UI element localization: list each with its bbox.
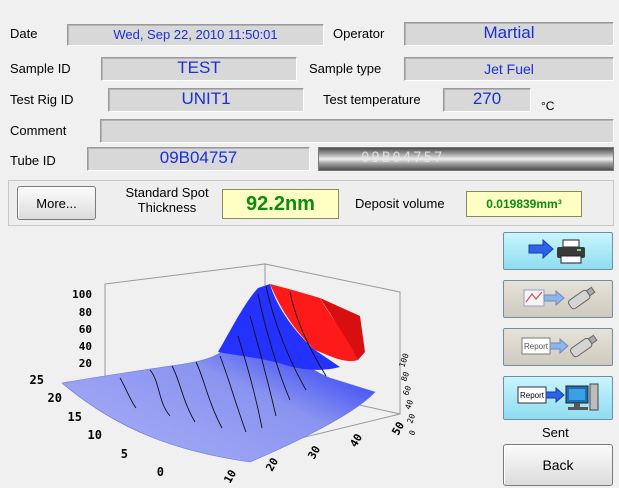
x-tick: 50 bbox=[389, 420, 407, 438]
sample-type-field[interactable]: Jet Fuel bbox=[404, 57, 614, 81]
sample-id-field[interactable]: TEST bbox=[101, 57, 297, 81]
operator-label: Operator bbox=[333, 26, 385, 41]
comment-field[interactable] bbox=[100, 119, 614, 143]
report-computer-button[interactable]: Report bbox=[503, 376, 613, 420]
report-usb-text: Report bbox=[524, 342, 549, 351]
tube-id-field[interactable]: 09B04757 bbox=[87, 147, 310, 171]
printer-icon bbox=[528, 238, 585, 264]
depth-tick: 80 bbox=[399, 370, 411, 382]
surface-ridge bbox=[218, 284, 340, 370]
spot-thickness-label-line2: Thickness bbox=[137, 200, 197, 215]
report-usb-icon: Report bbox=[521, 334, 598, 358]
contour-lines bbox=[119, 285, 327, 433]
back-button[interactable]: Back bbox=[503, 444, 613, 486]
spot-thickness-label-line1: Standard Spot bbox=[125, 185, 209, 200]
date-field: Wed, Sep 22, 2010 11:50:01 bbox=[67, 24, 324, 46]
surface-peak bbox=[270, 284, 358, 362]
y-tick: 0 bbox=[157, 465, 164, 479]
export-usb-button[interactable] bbox=[503, 280, 613, 318]
report-pc-text: Report bbox=[520, 391, 545, 400]
depth-tick: 60 bbox=[401, 384, 413, 396]
y-tick: 20 bbox=[48, 391, 62, 405]
print-button[interactable] bbox=[503, 232, 613, 270]
spot-thickness-label: Standard Spot Thickness bbox=[117, 185, 217, 215]
comment-label: Comment bbox=[10, 123, 67, 138]
report-usb-button[interactable]: Report bbox=[503, 328, 613, 366]
tube-image: 09B04757 bbox=[318, 147, 614, 171]
z-tick: 60 bbox=[79, 323, 92, 336]
test-rig-label: Test Rig ID bbox=[10, 92, 74, 107]
surface-base bbox=[61, 317, 376, 463]
y-axis-ticks: 25 20 15 10 5 0 bbox=[30, 373, 164, 479]
usb-drive-icon bbox=[523, 286, 596, 310]
test-temperature-field[interactable]: 270 bbox=[443, 88, 531, 112]
deposit-surface-chart: 100 80 60 40 20 25 20 15 10 5 0 10 20 30… bbox=[0, 232, 495, 488]
y-tick: 15 bbox=[68, 410, 82, 424]
temperature-unit: °C bbox=[541, 99, 555, 113]
x-axis-ticks: 10 20 30 40 50 bbox=[221, 420, 407, 486]
operator-field[interactable]: Martial bbox=[404, 22, 614, 46]
test-rig-field[interactable]: UNIT1 bbox=[108, 88, 304, 112]
z-tick: 20 bbox=[79, 357, 92, 370]
x-tick: 40 bbox=[347, 432, 365, 450]
depth-tick: 40 bbox=[403, 398, 415, 410]
depth-tick: 100 bbox=[397, 352, 410, 369]
sent-status-label: Sent bbox=[542, 425, 569, 440]
z-tick: 100 bbox=[72, 288, 92, 301]
x-tick: 30 bbox=[305, 444, 323, 462]
surface-peak-shade bbox=[320, 298, 365, 360]
tube-image-text: 09B04757 bbox=[361, 150, 445, 166]
depth-tick: 20 bbox=[405, 412, 417, 424]
report-computer-icon: Report bbox=[517, 383, 599, 411]
date-label: Date bbox=[10, 26, 38, 41]
z-axis-ticks: 100 80 60 40 20 bbox=[72, 288, 92, 370]
x-tick: 10 bbox=[221, 468, 239, 486]
deposit-volume-label: Deposit volume bbox=[355, 196, 445, 211]
z-tick: 80 bbox=[79, 306, 92, 319]
y-tick: 5 bbox=[121, 447, 128, 461]
tube-id-label: Tube ID bbox=[10, 153, 56, 168]
x-tick: 20 bbox=[263, 456, 281, 474]
y-tick: 10 bbox=[88, 428, 102, 442]
more-button[interactable]: More... bbox=[17, 186, 96, 220]
deposit-surface-svg: 100 80 60 40 20 25 20 15 10 5 0 10 20 30… bbox=[30, 263, 418, 486]
spot-thickness-value: 92.2nm bbox=[222, 189, 339, 219]
sample-type-label: Sample type bbox=[309, 61, 382, 76]
deposit-volume-value: 0.019839mm³ bbox=[466, 191, 582, 217]
test-temperature-label: Test temperature bbox=[323, 92, 421, 107]
sample-id-label: Sample ID bbox=[10, 61, 71, 76]
y-tick: 25 bbox=[30, 373, 44, 387]
depth-tick: 0 bbox=[407, 429, 417, 437]
z-tick: 40 bbox=[79, 340, 92, 353]
